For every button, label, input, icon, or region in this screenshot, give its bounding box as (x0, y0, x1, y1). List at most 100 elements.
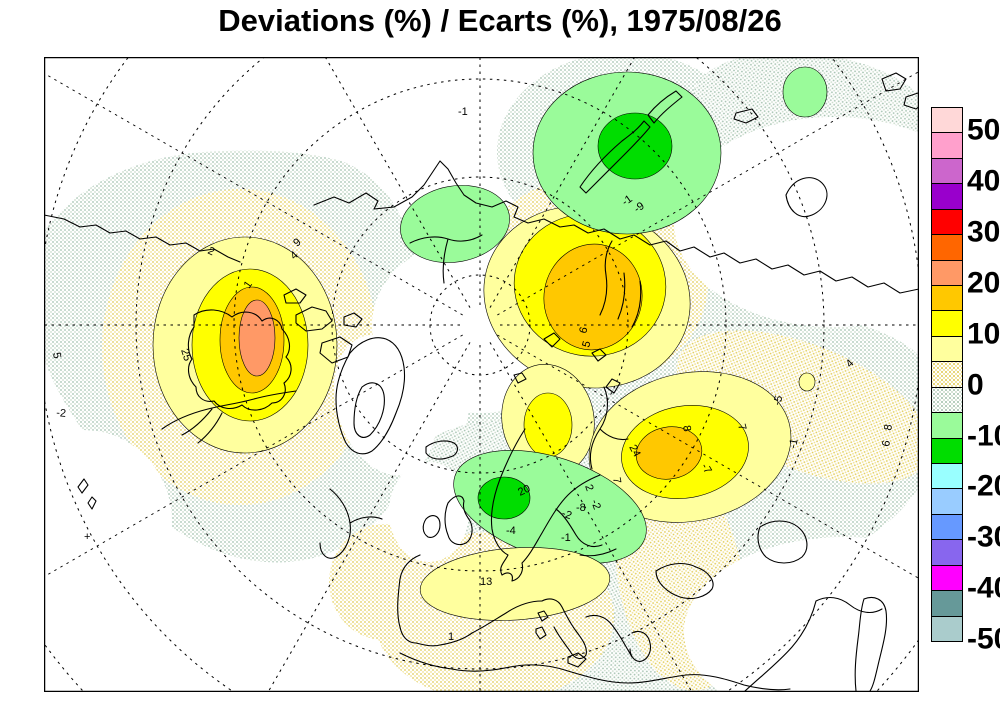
meridians (44, 57, 919, 692)
coastline (854, 596, 888, 692)
contour-label: -1 (458, 106, 468, 118)
legend-cell (931, 335, 963, 363)
map-frame (44, 57, 919, 692)
contour-label: 1 (242, 279, 255, 291)
contour-label: 8 (882, 423, 895, 431)
legend-cell (931, 285, 963, 312)
legend-cell (931, 488, 963, 515)
coastline (422, 515, 441, 538)
coastline (579, 120, 651, 194)
contour-label: 20 (516, 483, 532, 499)
legend-cell (931, 437, 963, 464)
legend-tick-label: 20 (967, 266, 1000, 300)
meridian-line (497, 334, 919, 580)
coastline (541, 598, 587, 660)
coastline (161, 390, 297, 430)
contour-label: 2 (206, 245, 217, 258)
contour-label: 6 (577, 326, 590, 335)
contour-label: -2 (560, 508, 573, 523)
legend-cell (931, 564, 963, 592)
legend-cell (931, 590, 963, 617)
coastline (513, 332, 621, 394)
blob-scandinavia-neg10 (477, 476, 531, 520)
coastline (647, 90, 683, 124)
coastline (397, 554, 543, 647)
coastline (555, 508, 617, 557)
contour-label: 1 (448, 631, 454, 643)
anomaly-blobs (152, 66, 828, 621)
meridian-line (267, 342, 471, 692)
graticule (44, 57, 919, 692)
blob-barents-10 (523, 392, 573, 458)
coastline (399, 652, 791, 691)
blob-kara-15 (543, 243, 643, 351)
legend-cell (931, 463, 963, 490)
coastline (589, 386, 629, 470)
field-yellow-ural-band (676, 330, 919, 484)
legend-cell (931, 132, 963, 159)
contour-labels: 2125945-2-1-1-9658247-54-186-72-2207-8-2… (50, 106, 895, 643)
contour-label: 5 (50, 351, 63, 359)
contour-label: -1 (787, 438, 801, 450)
contour-label: 7 (610, 476, 623, 484)
contour-label: 2 (582, 483, 595, 493)
legend-cell (931, 259, 963, 286)
contour-label: 8 (680, 424, 693, 432)
contour-label: -2 (588, 498, 603, 511)
zero-region-greenland (334, 334, 436, 476)
meridian-line (44, 72, 463, 316)
legend-tick-label: -20 (967, 470, 1000, 504)
contour-label: -4 (506, 525, 516, 537)
anomaly-map: 2125945-2-1-1-9658247-54-186-72-2207-8-2… (44, 57, 919, 692)
meridian-line (489, 342, 693, 692)
coastline (599, 240, 642, 328)
legend-cell (931, 183, 963, 210)
legend-cell (931, 513, 963, 541)
coastline (181, 408, 223, 444)
zero-region-top-right (674, 117, 919, 327)
legend-tick-label: 30 (967, 215, 1000, 249)
legend-tick-label: 40 (967, 164, 1000, 198)
coastline (743, 596, 883, 692)
blob-chukotka-neg5 (782, 66, 828, 118)
zero-region-top-left (44, 57, 215, 155)
contour-label: -5 (771, 394, 785, 407)
coastline (585, 614, 652, 662)
coastline (187, 309, 292, 411)
blob-iberia-5 (419, 547, 611, 621)
contour-label: + (84, 531, 90, 543)
coastlines (44, 72, 919, 692)
legend-cell (931, 539, 963, 566)
coastline (785, 177, 828, 217)
legend-tick-label: -50 (967, 622, 1000, 656)
coastline (335, 337, 406, 455)
contour-label: 5 (580, 340, 593, 349)
coastline (44, 214, 241, 263)
color-scale-legend: 50 40 30 20 10 0 -10 -20 -30 -40 -50 (931, 107, 1000, 656)
blob-novaya-neg10 (597, 112, 673, 180)
coastline (655, 562, 714, 600)
coastline (733, 72, 919, 124)
zero-region-pacific (44, 430, 172, 614)
legend-tick-label: 50 (967, 114, 1000, 148)
legend-cell (931, 361, 963, 388)
contour-label: -8 (576, 502, 586, 514)
legend-cell (931, 208, 963, 236)
meridian-line (44, 334, 463, 578)
contour-label: -2 (56, 407, 67, 420)
blob-siberia-15 (635, 426, 703, 480)
legend-cell (931, 157, 963, 185)
contour-label: -1 (561, 532, 571, 544)
meridian-line (497, 70, 919, 316)
legend-tick-label: 0 (967, 368, 984, 402)
contour-label: 13 (480, 576, 492, 588)
coastline (535, 610, 587, 668)
legend-cell (931, 107, 963, 134)
coastline (425, 440, 459, 460)
coastline (444, 495, 473, 546)
legend-cell (931, 234, 963, 261)
coastline (409, 234, 483, 284)
blob-alaska-20 (238, 299, 276, 377)
legend-tick-label: -40 (967, 571, 1000, 605)
